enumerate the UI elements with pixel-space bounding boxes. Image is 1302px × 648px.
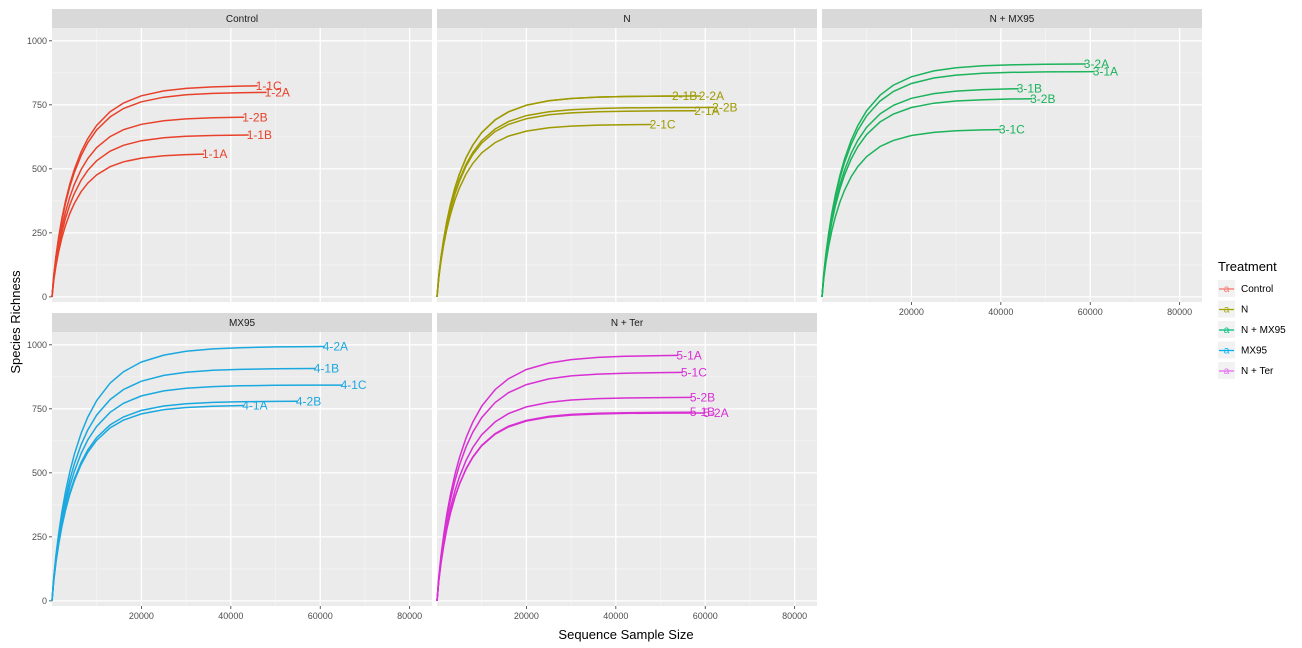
facet-title: N + MX95: [990, 14, 1035, 25]
series-end-label: 1-1A: [202, 147, 227, 161]
series-end-label: 2-2B: [712, 100, 737, 114]
series-end-label: 2-1A: [694, 104, 719, 118]
x-tick-label: 60000: [308, 611, 333, 621]
y-tick-label: 500: [32, 468, 47, 478]
y-tick-label: 500: [32, 164, 47, 174]
x-tick-label: 80000: [782, 611, 807, 621]
series-end-label: 2-2A: [699, 89, 724, 103]
y-tick-label: 0: [42, 596, 47, 606]
series-end-label: 1-2A: [265, 85, 290, 99]
legend-item: a Control: [1218, 280, 1273, 297]
legend-key-glyph: a: [1224, 346, 1230, 357]
y-tick-label: 750: [32, 404, 47, 414]
legend-item: a N + MX95: [1218, 321, 1286, 338]
y-tick-label: 1000: [27, 36, 47, 46]
y-tick-label: 250: [32, 532, 47, 542]
y-tick-label: 1000: [27, 340, 47, 350]
rarefaction-curve: [51, 91, 267, 297]
facet-strip: [437, 9, 817, 28]
y-tick-label: 250: [32, 228, 47, 238]
legend-item: a MX95: [1218, 341, 1268, 359]
panel-background: [437, 28, 817, 302]
series-end-label: 3-2A: [1084, 57, 1109, 71]
series-end-label: 5-1B: [690, 405, 715, 419]
x-tick-label: 20000: [514, 611, 539, 621]
series-end-label: 4-2A: [323, 340, 348, 354]
x-tick-label: 40000: [218, 611, 243, 621]
facet-strip: [822, 9, 1202, 28]
legend-label: Control: [1241, 284, 1273, 295]
x-tick-label: 20000: [129, 611, 154, 621]
series-end-label: 3-1A: [1093, 65, 1118, 79]
x-tick-label: 80000: [1167, 307, 1192, 317]
legend-key-glyph: a: [1224, 284, 1230, 295]
y-axis-title: Species Richness: [8, 270, 23, 374]
series-end-label: 5-1C: [681, 365, 707, 379]
facet-panel: Control 0 250 500 750 1000 1-1C1-2A 1-2B 1-1B 1-1…: [27, 9, 432, 302]
y-tick-label: 750: [32, 100, 47, 110]
rarefaction-curve: [51, 404, 245, 601]
panel-background: [52, 28, 432, 302]
legend-item: a N + Ter: [1218, 362, 1274, 379]
series-end-label: 4-1C: [341, 378, 367, 392]
rarefaction-curve: [821, 98, 1033, 297]
legend-label: N: [1241, 305, 1248, 316]
panel-background: [822, 28, 1202, 302]
series-end-label: 5-2A: [703, 406, 728, 420]
x-tick-label: 60000: [693, 611, 718, 621]
series-end-label: 3-2B: [1030, 92, 1055, 106]
rarefaction-curve: [436, 123, 652, 297]
series-end-label: 4-1A: [242, 399, 267, 413]
series-end-label: 1-1B: [247, 128, 272, 142]
rarefaction-curve: [51, 134, 249, 297]
series-end-label: 3-1B: [1017, 82, 1042, 96]
facet-panel: N + MX95 20000 40000 60000 80000 3-2A3-1A 3-1B…: [821, 9, 1202, 317]
x-tick-label: 60000: [1078, 307, 1103, 317]
series-end-label: 4-2B: [296, 394, 321, 408]
rarefaction-curve: [436, 412, 706, 601]
legend-key-glyph: a: [1224, 325, 1230, 336]
x-tick-label: 20000: [899, 307, 924, 317]
legend-label: N + Ter: [1241, 366, 1274, 377]
panel-background: [437, 332, 817, 606]
legend-title: Treatment: [1218, 259, 1277, 274]
series-end-label: 1-1C: [256, 79, 282, 93]
facet-strip: [437, 313, 817, 332]
legend-key-glyph: a: [1224, 366, 1230, 377]
rarefaction-curve: [821, 128, 1001, 297]
panel-background: [52, 332, 432, 606]
y-tick-label: 0: [42, 292, 47, 302]
x-tick-label: 40000: [603, 611, 628, 621]
rarefaction-curve: [436, 371, 683, 601]
series-end-label: 5-2B: [690, 390, 715, 404]
facet-title: N + Ter: [611, 318, 644, 329]
series-end-label: 4-1B: [314, 362, 339, 376]
series-end-label: 2-1C: [650, 117, 676, 131]
rarefaction-curve: [51, 116, 245, 297]
series-end-label: 5-1A: [676, 348, 701, 362]
rarefaction-curve: [51, 153, 205, 297]
x-tick-label: 80000: [397, 611, 422, 621]
legend-key-glyph: a: [1224, 305, 1230, 316]
facet-title: N: [623, 14, 630, 25]
facet-panel: MX95 20000 40000 60000 80000 0 250 500 750 1000 4-…: [27, 313, 432, 621]
x-tick-label: 40000: [988, 307, 1013, 317]
facet-panel: N2-1B 2-2A2-2B2-1A2-1C: [436, 9, 817, 302]
x-axis-title: Sequence Sample Size: [558, 627, 693, 642]
facet-strip: [52, 313, 432, 332]
facet-title: MX95: [229, 318, 256, 329]
legend-label: MX95: [1241, 346, 1268, 357]
facet-panels: Control 0 250 500 750 1000 1-1C1-2A 1-2B 1-1B 1-1…: [27, 9, 1202, 621]
series-end-label: 3-1C: [999, 123, 1025, 137]
series-end-label: 1-2B: [242, 110, 267, 124]
facet-title: Control: [226, 14, 258, 25]
facet-strip: [52, 9, 432, 28]
legend-label: N + MX95: [1241, 325, 1286, 336]
